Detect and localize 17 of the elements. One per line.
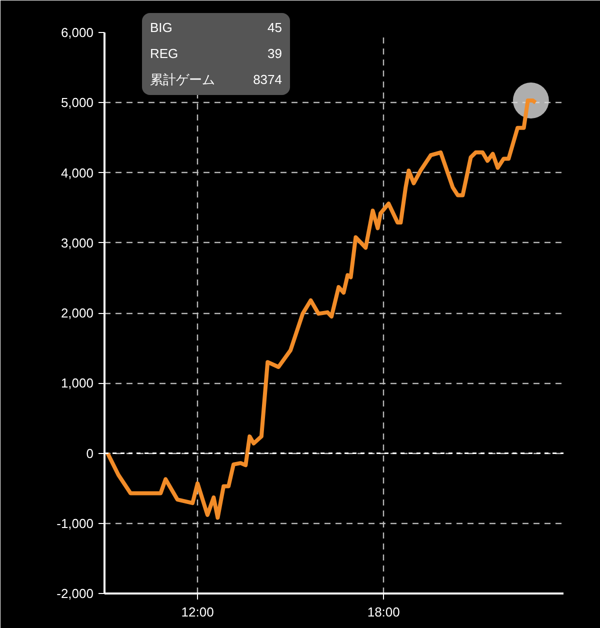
annotation: 45 bbox=[268, 19, 282, 37]
y-tick-label: 0 bbox=[86, 446, 94, 461]
y-tick-label: 5,000 bbox=[60, 95, 94, 110]
annotation: 39 bbox=[268, 45, 282, 63]
y-tick-label: -2,000 bbox=[56, 586, 94, 601]
y-tick-label: 2,000 bbox=[60, 306, 94, 320]
annotation: BIG bbox=[150, 19, 172, 37]
annotation: 累計ゲーム bbox=[150, 71, 215, 89]
y-tick-label: 1,000 bbox=[60, 376, 94, 391]
annotation: 8374 bbox=[253, 71, 282, 89]
y-tick-label: 6,000 bbox=[60, 25, 94, 40]
x-tick-label: 12:00 bbox=[181, 604, 214, 620]
y-tick-label: 4,000 bbox=[60, 165, 94, 180]
y-tick-label: 3,000 bbox=[60, 235, 94, 250]
annotation: REG bbox=[150, 45, 178, 63]
x-tick-label: 18:00 bbox=[367, 604, 400, 620]
y-tick-label: -1,000 bbox=[56, 516, 94, 531]
